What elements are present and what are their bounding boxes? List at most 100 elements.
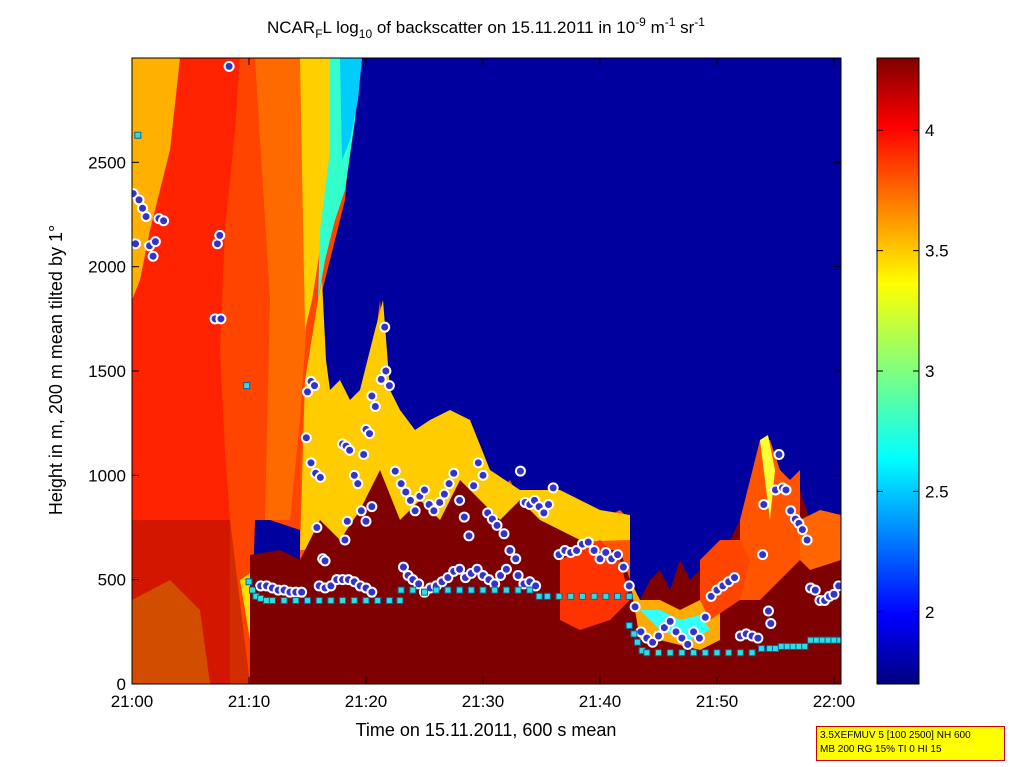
boundary-layer-marker <box>292 597 300 605</box>
layer-height-marker <box>404 494 416 506</box>
y-tick-label: 2500 <box>88 153 126 172</box>
layer-height-marker <box>491 519 503 531</box>
layer-height-marker <box>472 457 484 469</box>
boundary-layer-marker <box>830 636 838 644</box>
boundary-layer-marker <box>567 592 575 600</box>
boundary-layer-marker <box>245 578 253 586</box>
layer-height-marker <box>693 632 705 644</box>
layer-height-marker <box>699 611 711 623</box>
boundary-layer-marker <box>824 636 832 644</box>
boundary-layer-marker <box>555 592 563 600</box>
layer-height-marker <box>582 536 594 548</box>
boundary-layer-marker <box>812 636 820 644</box>
boundary-layer-marker <box>397 586 405 594</box>
colorbar-ticks: 2 2.5 3 3.5 4 <box>877 121 949 622</box>
boundary-layer-marker <box>713 649 721 657</box>
boundary-layer-marker <box>432 586 440 594</box>
layer-height-marker <box>538 507 550 519</box>
layer-height-marker <box>140 211 152 223</box>
boundary-layer-marker <box>350 597 358 605</box>
layer-height-marker <box>664 615 676 627</box>
y-tick-label: 1500 <box>88 362 126 381</box>
layer-height-marker <box>463 530 475 542</box>
boundary-layer-marker <box>339 597 347 605</box>
layer-height-marker <box>379 321 391 333</box>
layer-height-marker <box>223 60 235 72</box>
boundary-layer-marker <box>243 382 251 390</box>
layer-height-marker <box>652 630 664 642</box>
layer-height-marker <box>389 465 401 477</box>
layer-height-marker <box>309 380 321 392</box>
boundary-layer-marker <box>420 588 428 596</box>
boundary-layer-marker <box>263 597 271 605</box>
chart-title: NCARFL log10 of backscatter on 15.11.201… <box>267 15 705 41</box>
boundary-layer-marker <box>409 586 417 594</box>
layer-height-marker <box>352 478 364 490</box>
layer-height-marker <box>762 605 774 617</box>
layer-height-marker <box>344 444 356 456</box>
layer-height-marker <box>500 563 512 575</box>
layer-height-marker <box>366 586 378 598</box>
layer-height-marker <box>418 484 430 496</box>
boundary-layer-marker <box>643 649 651 657</box>
boundary-layer-marker <box>748 649 756 657</box>
layer-height-marker <box>454 563 466 575</box>
x-axis: 21:00 21:10 21:20 21:30 21:40 21:50 22:00 <box>111 58 856 711</box>
boundary-layer-marker <box>625 592 633 600</box>
series-layer <box>132 60 841 657</box>
layer-height-marker <box>682 638 694 650</box>
processing-annotation-box: 3.5XEFMUV 5 [100 2500] NH 600 MB 200 RG … <box>816 726 1005 761</box>
boundary-layer-marker <box>818 636 826 644</box>
boundary-layer-marker <box>362 597 370 605</box>
layer-height-marker <box>448 467 460 479</box>
layer-height-marker <box>366 390 378 402</box>
colorbar-tick-label: 3.5 <box>925 242 949 261</box>
boundary-layer-marker <box>801 642 809 650</box>
boundary-layer-marker <box>268 597 276 605</box>
boundary-layer-marker <box>514 586 522 594</box>
boundary-layer-marker <box>783 642 791 650</box>
layer-height-marker <box>149 236 161 248</box>
layer-height-marker <box>360 515 372 527</box>
layer-height-marker <box>828 588 840 600</box>
boundary-layer-marker <box>771 645 779 653</box>
layer-height-marker <box>319 555 331 567</box>
boundary-layer-marker <box>578 592 586 600</box>
layer-height-marker <box>477 469 489 481</box>
colorbar-tick-label: 4 <box>925 121 934 140</box>
boundary-layer-marker <box>396 597 404 605</box>
layer-height-marker <box>380 365 392 377</box>
boundary-layer-marker <box>602 592 610 600</box>
y-tick-label: 1000 <box>88 466 126 485</box>
boundary-layer-marker <box>249 586 257 594</box>
colorbar-tick-label: 3 <box>925 362 934 381</box>
layer-height-marker <box>757 549 769 561</box>
boundary-layer-marker <box>614 592 622 600</box>
x-tick-label: 21:40 <box>579 692 622 711</box>
layer-height-marker <box>780 484 792 496</box>
colorbar <box>876 57 920 685</box>
layer-height-marker <box>364 428 376 440</box>
boundary-layer-marker <box>654 649 662 657</box>
layer-height-marker <box>629 601 641 613</box>
boundary-layer-marker <box>535 592 543 600</box>
boundary-layer-marker <box>807 636 815 644</box>
layer-height-marker <box>132 238 142 250</box>
layer-height-marker <box>543 499 555 511</box>
layer-height-marker <box>358 448 370 460</box>
layer-height-marker <box>458 511 470 523</box>
layer-height-marker <box>300 432 312 444</box>
boundary-layer-marker <box>630 630 638 638</box>
layer-height-marker <box>383 380 395 392</box>
x-tick-label: 22:00 <box>813 692 856 711</box>
layer-height-marker <box>397 561 409 573</box>
heatmap-field <box>132 58 841 684</box>
layer-height-marker <box>409 505 421 517</box>
layer-height-marker <box>301 386 313 398</box>
layer-height-marker <box>773 448 785 460</box>
boundary-layer-marker <box>257 594 265 602</box>
layer-height-marker <box>400 486 412 498</box>
layer-height-marker <box>617 561 629 573</box>
layer-height-marker <box>434 496 446 508</box>
layer-height-marker <box>366 501 378 513</box>
